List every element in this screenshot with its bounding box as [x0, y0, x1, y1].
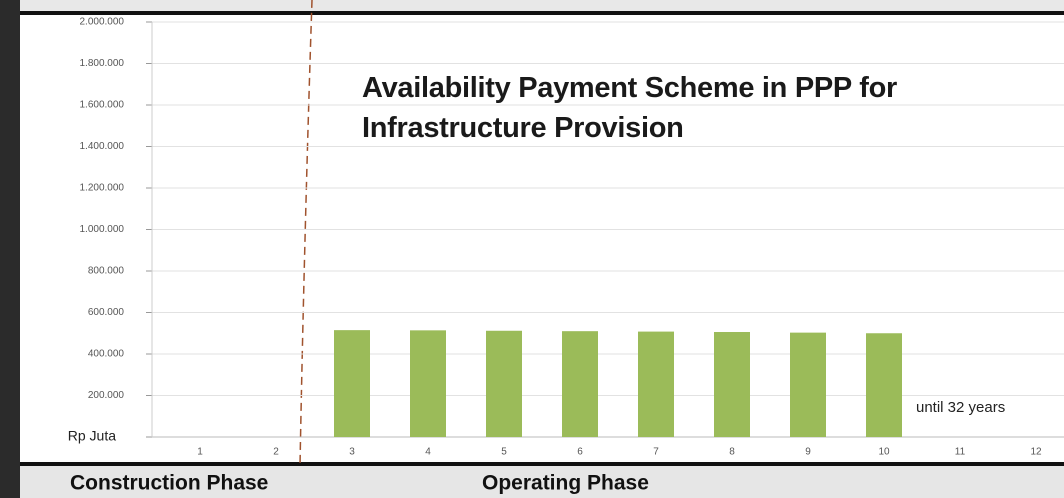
bar [562, 331, 598, 437]
bar [334, 330, 370, 437]
x-tick-label: 4 [425, 447, 431, 458]
x-tick-label: 7 [653, 447, 659, 458]
x-tick-label: 12 [1030, 447, 1042, 458]
x-tick-label: 6 [577, 447, 583, 458]
x-tick-label: 8 [729, 447, 735, 458]
y-tick-label: 1.800.000 [80, 58, 125, 69]
y-tick-label: 1.400.000 [80, 141, 125, 152]
y-tick-label: 1.200.000 [80, 183, 125, 194]
x-tick-label: 2 [273, 447, 279, 458]
x-tick-label: 3 [349, 447, 355, 458]
y-tick-label: 400.000 [88, 349, 125, 360]
y-tick-label: 600.000 [88, 307, 125, 318]
bar [866, 333, 902, 437]
annotation: Operating Phase [482, 472, 649, 495]
y-tick-label: 800.000 [88, 266, 125, 277]
x-tick-label: 1 [197, 447, 203, 458]
grid: Rp Juta 200.000 400.000 600.000 800.000 1.000… [68, 17, 1064, 458]
annotation: until 32 years [916, 399, 1005, 416]
y-tick-label: 2.000.000 [80, 17, 125, 28]
bar [486, 330, 522, 437]
bottom-strip [20, 466, 1064, 498]
y-tick-label: 1.600.000 [80, 100, 125, 111]
bar [638, 331, 674, 437]
annotation: Construction Phase [70, 472, 268, 495]
x-tick-label: 10 [878, 447, 890, 458]
bar [714, 332, 750, 437]
top-rule [20, 11, 1064, 15]
bar [790, 332, 826, 437]
phase-divider [299, 0, 313, 467]
x-tick-label: 9 [805, 447, 811, 458]
y-tick-label: 1.000.000 [80, 224, 125, 235]
bars [334, 330, 902, 437]
y-tick-label: 200.000 [88, 390, 125, 401]
bar [410, 330, 446, 437]
x-tick-label: 11 [955, 447, 966, 458]
bottom-rule [20, 462, 1064, 466]
x-tick-label: 5 [501, 447, 507, 458]
top-strip [20, 0, 1064, 12]
y-tick-label: Rp Juta [68, 428, 116, 444]
chart-title: Availability Payment Scheme in PPP for I… [362, 72, 897, 144]
